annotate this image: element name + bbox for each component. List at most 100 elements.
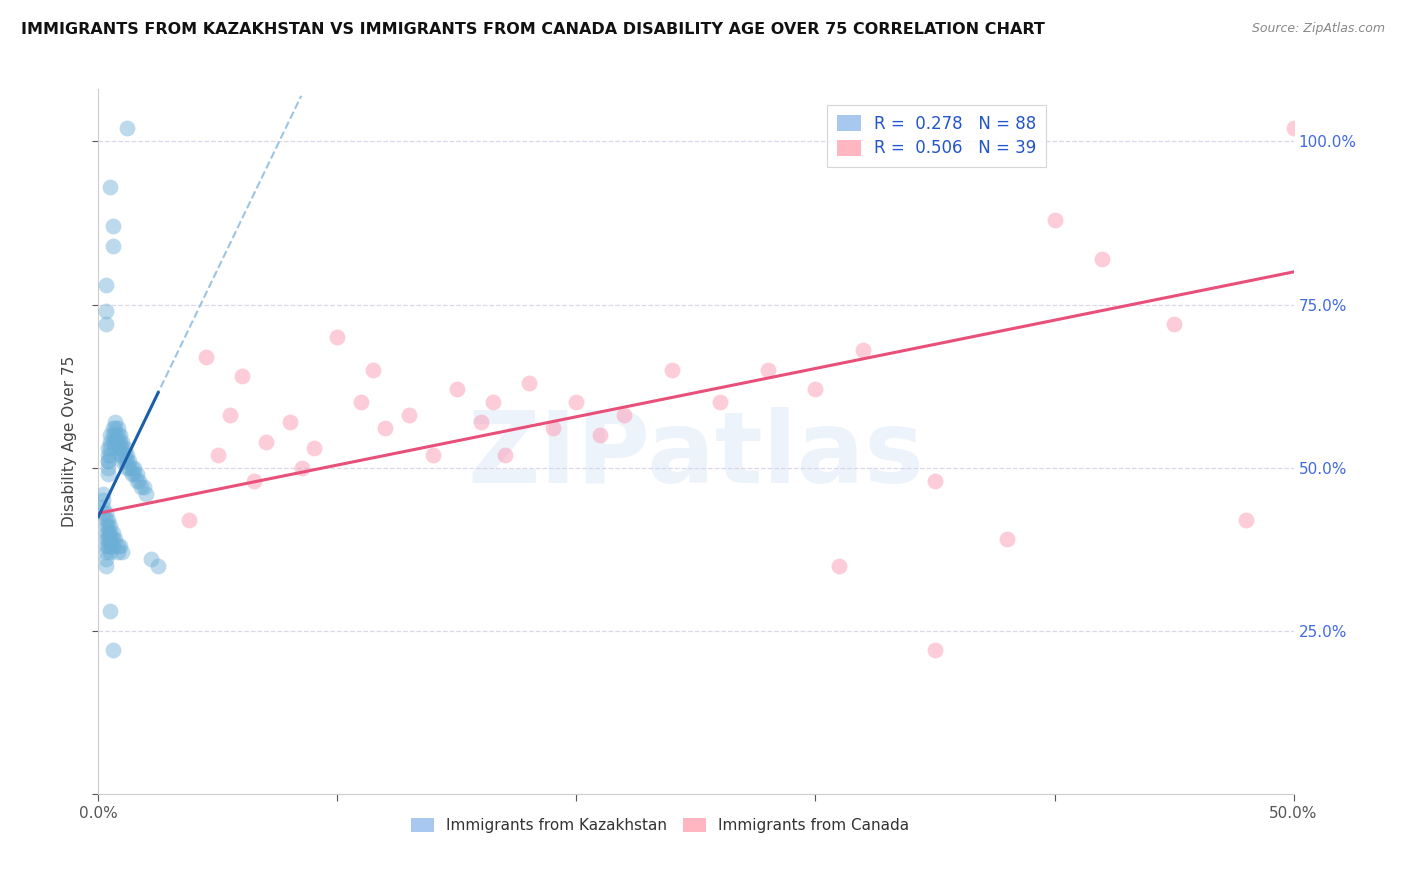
Point bbox=[114, 441, 136, 455]
Point bbox=[97, 533, 120, 547]
Point bbox=[98, 525, 122, 540]
Point bbox=[363, 363, 385, 377]
Point bbox=[254, 434, 277, 449]
Point bbox=[98, 545, 122, 559]
Point bbox=[852, 343, 875, 358]
Point bbox=[111, 434, 134, 449]
Point bbox=[481, 395, 505, 409]
Point bbox=[278, 415, 301, 429]
Point bbox=[98, 180, 122, 194]
Point bbox=[108, 434, 131, 449]
Point bbox=[111, 454, 134, 468]
Point bbox=[91, 500, 114, 514]
Point bbox=[107, 434, 129, 449]
Point bbox=[541, 421, 564, 435]
Point bbox=[135, 487, 157, 501]
Point bbox=[97, 519, 120, 533]
Point bbox=[139, 552, 162, 566]
Point bbox=[94, 539, 117, 553]
Point bbox=[494, 448, 516, 462]
Point bbox=[101, 643, 124, 657]
Point bbox=[101, 434, 124, 449]
Point bbox=[115, 448, 138, 462]
Point bbox=[121, 460, 143, 475]
Point bbox=[231, 369, 253, 384]
Point bbox=[107, 545, 129, 559]
Point bbox=[94, 304, 117, 318]
Point bbox=[108, 428, 131, 442]
Point bbox=[107, 539, 129, 553]
Point bbox=[94, 277, 117, 292]
Point bbox=[124, 467, 146, 482]
Point bbox=[470, 415, 492, 429]
Point bbox=[148, 558, 170, 573]
Point bbox=[104, 434, 127, 449]
Point bbox=[97, 448, 120, 462]
Point bbox=[101, 421, 124, 435]
Point bbox=[1091, 252, 1114, 266]
Point bbox=[114, 448, 136, 462]
Point bbox=[94, 506, 117, 520]
Point bbox=[302, 441, 325, 455]
Point bbox=[107, 421, 129, 435]
Point bbox=[104, 533, 127, 547]
Point bbox=[108, 448, 131, 462]
Point bbox=[104, 415, 127, 429]
Point bbox=[98, 539, 122, 553]
Point bbox=[131, 480, 153, 494]
Text: Source: ZipAtlas.com: Source: ZipAtlas.com bbox=[1251, 22, 1385, 36]
Point bbox=[98, 434, 122, 449]
Point bbox=[118, 460, 141, 475]
Point bbox=[995, 533, 1018, 547]
Point bbox=[121, 467, 143, 482]
Point bbox=[101, 525, 124, 540]
Point bbox=[115, 460, 138, 475]
Point bbox=[97, 525, 120, 540]
Point bbox=[97, 454, 120, 468]
Point bbox=[101, 239, 124, 253]
Point bbox=[97, 467, 120, 482]
Point bbox=[94, 545, 117, 559]
Point bbox=[132, 480, 155, 494]
Point bbox=[661, 363, 683, 377]
Point bbox=[108, 441, 131, 455]
Point bbox=[94, 513, 117, 527]
Point bbox=[125, 474, 148, 488]
Point bbox=[101, 428, 124, 442]
Point bbox=[91, 487, 114, 501]
Point bbox=[756, 363, 779, 377]
Point bbox=[101, 533, 124, 547]
Point bbox=[98, 519, 122, 533]
Point bbox=[94, 552, 117, 566]
Point bbox=[195, 350, 218, 364]
Point bbox=[94, 533, 117, 547]
Point bbox=[107, 428, 129, 442]
Point bbox=[924, 474, 946, 488]
Point bbox=[91, 493, 114, 508]
Point bbox=[101, 539, 124, 553]
Point bbox=[517, 376, 540, 390]
Point bbox=[1234, 513, 1257, 527]
Point bbox=[97, 513, 120, 527]
Point bbox=[804, 382, 827, 396]
Point bbox=[422, 448, 444, 462]
Point bbox=[326, 330, 349, 344]
Point bbox=[398, 409, 420, 423]
Point bbox=[1282, 121, 1305, 136]
Point bbox=[219, 409, 242, 423]
Point bbox=[111, 448, 134, 462]
Y-axis label: Disability Age Over 75: Disability Age Over 75 bbox=[62, 356, 77, 527]
Point bbox=[97, 454, 120, 468]
Point bbox=[118, 454, 141, 468]
Point bbox=[350, 395, 373, 409]
Point bbox=[828, 558, 851, 573]
Point bbox=[97, 539, 120, 553]
Point bbox=[291, 460, 314, 475]
Point bbox=[94, 558, 117, 573]
Point bbox=[97, 460, 120, 475]
Point bbox=[114, 454, 136, 468]
Point bbox=[94, 525, 117, 540]
Point bbox=[709, 395, 731, 409]
Point bbox=[125, 467, 148, 482]
Point bbox=[115, 121, 138, 136]
